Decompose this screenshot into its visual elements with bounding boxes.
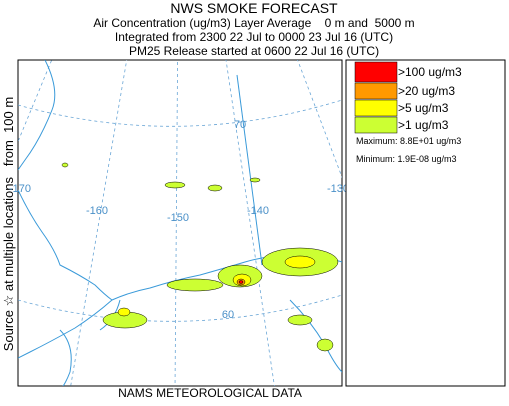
subtitle: PM25 Release started at 0600 22 Jul 16 (… — [129, 44, 379, 58]
subtitle: Integrated from 2300 22 Jul to 0000 23 J… — [115, 30, 393, 44]
legend-swatch — [354, 99, 398, 117]
legend-swatch — [354, 82, 398, 100]
source-label: Source ☆ at multiple locations from 100 … — [1, 97, 16, 351]
graticule-label: 60 — [222, 309, 234, 321]
graticule-label: -130 — [327, 183, 349, 195]
graticule-label: -170 — [9, 183, 31, 195]
map: 70 -170 -160 -150 -140 -130 60 — [9, 59, 349, 387]
subtitle: Air Concentration (ug/m3) Layer Average … — [93, 16, 414, 30]
graticule-label: -160 — [86, 205, 108, 217]
footer: NAMS METEOROLOGICAL DATA — [118, 386, 302, 400]
smoke — [61, 162, 339, 352]
legend-label: >5 ug/m3 — [398, 101, 449, 115]
legend-label: >20 ug/m3 — [398, 84, 455, 98]
minimum: Minimum: 1.9E-08 ug/m3 — [356, 154, 457, 164]
graticule-label: -140 — [247, 205, 269, 217]
graticule — [18, 60, 342, 386]
title: NWS SMOKE FORECAST — [170, 0, 338, 16]
maximum: Maximum: 8.8E+01 ug/m3 — [356, 136, 461, 146]
graticule-label: -150 — [167, 212, 189, 224]
legend-label: >100 ug/m3 — [398, 65, 462, 79]
legend-swatch — [354, 116, 398, 134]
legend-swatch — [354, 61, 398, 83]
legend-label: >1 ug/m3 — [398, 118, 449, 132]
graticule-label: 70 — [234, 119, 246, 131]
